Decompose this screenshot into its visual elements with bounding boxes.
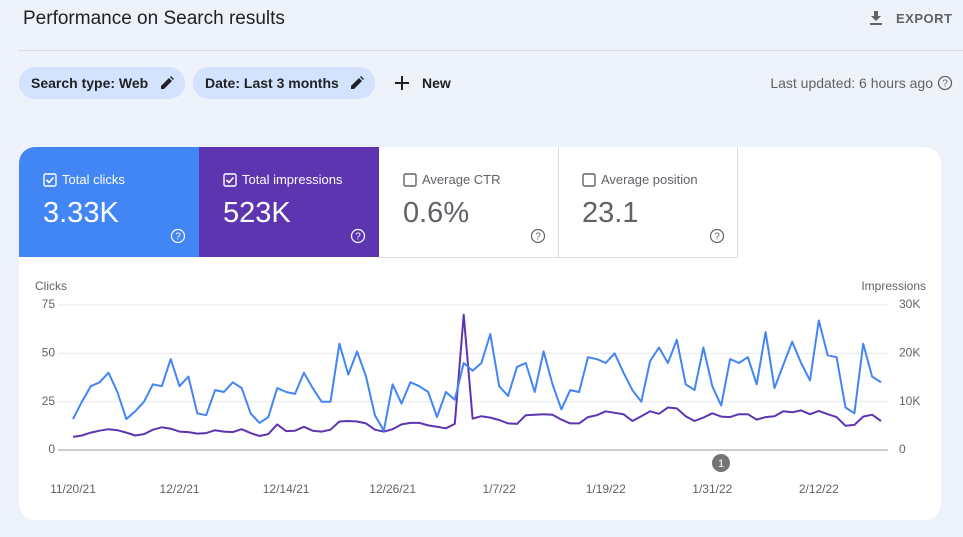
x-tick-label: 12/14/21 bbox=[263, 482, 310, 496]
annotation-label: 1 bbox=[718, 458, 724, 470]
y2-tick-label: 10K bbox=[899, 394, 920, 408]
export-button[interactable]: EXPORT bbox=[896, 11, 953, 26]
metric-value: 0.6% bbox=[403, 197, 470, 229]
last-updated: Last updated: 6 hours ago bbox=[770, 75, 933, 91]
checkmark bbox=[225, 176, 235, 184]
metric-tile[interactable]: Total impressions 523K? bbox=[199, 147, 379, 257]
help-glyph: ? bbox=[355, 232, 361, 243]
y-tick-label: 50 bbox=[42, 346, 56, 360]
checkbox-box bbox=[223, 173, 237, 187]
metric-tile[interactable]: Average CTR 0.6%? bbox=[379, 147, 559, 258]
filter-chip[interactable]: Date: Last 3 months bbox=[193, 67, 375, 99]
checkbox[interactable] bbox=[223, 173, 237, 187]
x-tick-label: 12/2/21 bbox=[160, 482, 200, 496]
checkbox-box bbox=[403, 173, 417, 187]
help-icon[interactable]: ? bbox=[350, 228, 366, 244]
help-circle bbox=[530, 228, 546, 244]
help-circle bbox=[350, 228, 366, 244]
y-tick-label: 25 bbox=[42, 394, 56, 408]
help-icon[interactable]: ? bbox=[530, 228, 546, 244]
edit-icon bbox=[161, 76, 174, 89]
performance-card: Total clicks 3.33K? Total impressions 523K… bbox=[19, 147, 941, 520]
metric-label: Average position bbox=[601, 172, 698, 187]
series-line bbox=[72, 313, 882, 438]
checkbox-box bbox=[43, 173, 57, 187]
checkmark bbox=[45, 176, 55, 184]
y2-tick-label: 30K bbox=[899, 297, 920, 311]
filter-chip[interactable]: Search type: Web bbox=[19, 67, 185, 99]
help-circle bbox=[170, 228, 186, 244]
page-title: Performance on Search results bbox=[23, 8, 285, 29]
x-tick-label: 12/26/21 bbox=[369, 482, 416, 496]
metric-label: Total clicks bbox=[62, 172, 125, 187]
metric-label: Total impressions bbox=[242, 172, 343, 187]
x-tick-label: 11/20/21 bbox=[50, 482, 96, 496]
y-axis-title: Clicks bbox=[35, 279, 67, 293]
checkbox[interactable] bbox=[403, 173, 417, 187]
y-tick-label: 75 bbox=[42, 297, 56, 311]
help-icon[interactable]: ? bbox=[937, 75, 953, 91]
y2-axis-title: Impressions bbox=[861, 279, 926, 293]
x-tick-label: 1/19/22 bbox=[586, 482, 626, 496]
checkbox[interactable] bbox=[43, 173, 57, 187]
metric-label: Average CTR bbox=[422, 172, 501, 187]
divider bbox=[18, 50, 963, 51]
annotation-marker bbox=[712, 454, 730, 472]
plus-icon[interactable] bbox=[394, 75, 410, 91]
help-icon[interactable]: ? bbox=[170, 228, 186, 244]
metric-value: 523K bbox=[223, 197, 291, 229]
metric-value: 3.33K bbox=[43, 197, 119, 229]
y2-tick-label: 0 bbox=[899, 442, 906, 456]
checkbox[interactable] bbox=[582, 173, 596, 187]
metric-tile[interactable]: Total clicks 3.33K? bbox=[19, 147, 199, 257]
x-tick-label: 2/12/22 bbox=[799, 482, 839, 496]
series-line bbox=[72, 319, 882, 432]
checkbox-box bbox=[582, 173, 596, 187]
help-icon[interactable]: ? bbox=[709, 228, 725, 244]
y2-tick-label: 20K bbox=[899, 346, 920, 360]
metric-tile[interactable]: Average position 23.1? bbox=[558, 147, 738, 258]
x-tick-label: 1/7/22 bbox=[483, 482, 517, 496]
help-glyph: ? bbox=[175, 232, 181, 243]
metric-value: 23.1 bbox=[582, 197, 639, 229]
chip-label: Search type: Web bbox=[31, 75, 149, 91]
help-glyph: ? bbox=[535, 232, 541, 243]
edit-icon bbox=[351, 76, 364, 89]
svg-text:?: ? bbox=[942, 79, 948, 90]
download-icon[interactable] bbox=[866, 9, 886, 29]
help-glyph: ? bbox=[714, 232, 720, 243]
help-circle bbox=[709, 228, 725, 244]
y-tick-label: 0 bbox=[48, 442, 55, 456]
new-button[interactable]: New bbox=[422, 75, 451, 91]
x-tick-label: 1/31/22 bbox=[692, 482, 732, 496]
chip-label: Date: Last 3 months bbox=[205, 75, 339, 91]
